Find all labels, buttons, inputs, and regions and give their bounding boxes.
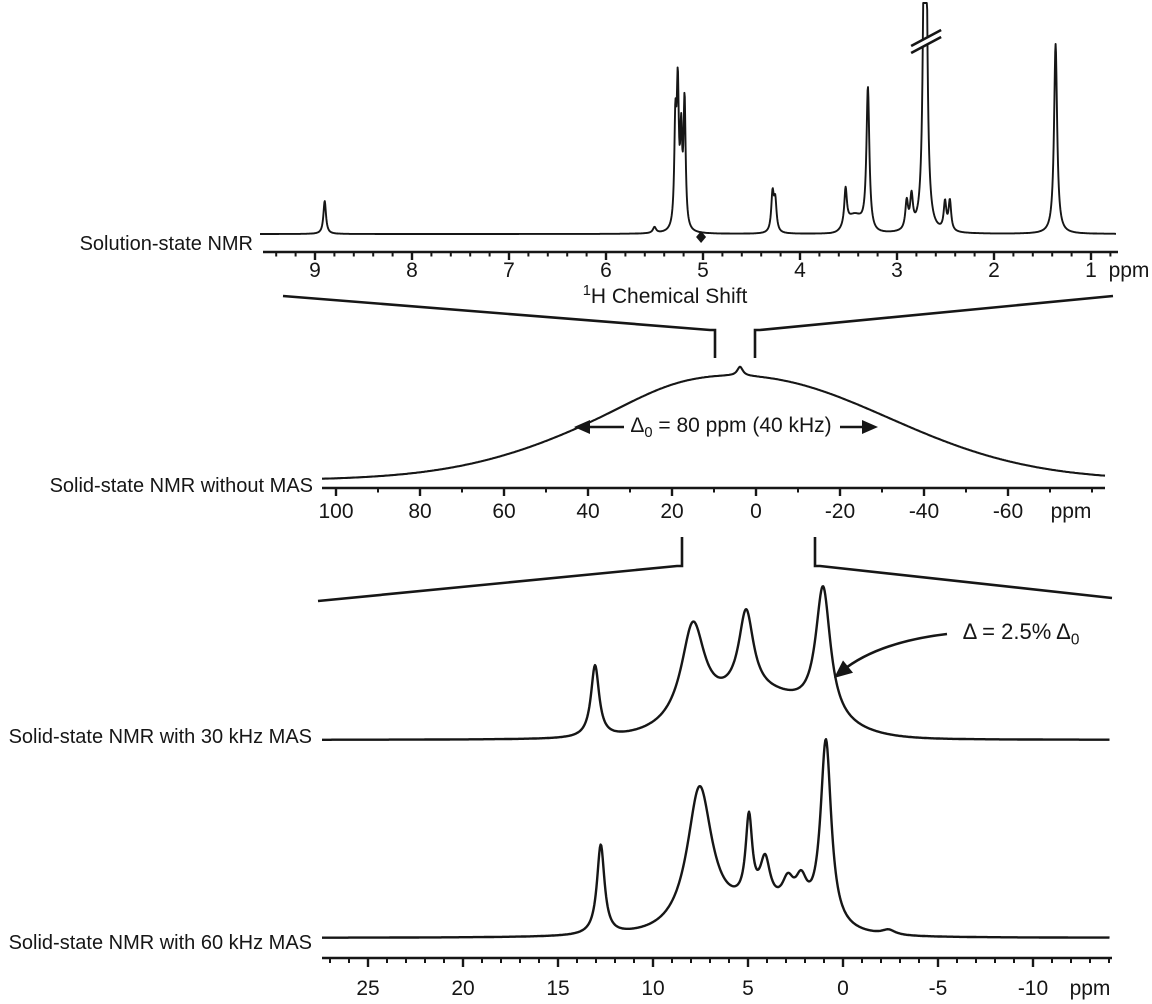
connector-right-mid [813,537,1113,600]
axis-unit-label: ppm [1051,500,1092,523]
axis-unit-label: ppm [1070,977,1111,1000]
annotation-delta0-subscript: 0 [644,425,653,442]
row-label-solid-state-30khz-mas: Solid-state NMR with 30 kHz MAS [8,726,312,748]
tick-label: 6 [600,259,612,282]
connector-left-mid [317,537,684,603]
peak-break-icon [910,35,942,55]
tick-label: 5 [697,259,709,282]
arrow-right-icon [862,420,878,434]
annotation-mas-linewidth: Δ = 2.5% Δ0 [871,619,1152,649]
annotation-delta-subscript: 0 [1070,631,1080,649]
tick-label: 25 [356,977,379,1000]
tick-label: 0 [750,500,762,523]
connector-left-top [282,294,717,358]
tick-label: 10 [641,977,664,1000]
arrow-left-icon [574,420,590,434]
annotation-static-linewidth: Δ0 = 80 ppm (40 kHz) [531,414,931,441]
tick-label: 9 [309,259,321,282]
spectrum-trace-solution [259,2,1117,235]
curved-arrow-shaft [841,632,948,673]
tick-label: 80 [408,500,431,523]
tick-label: 3 [891,259,903,282]
spectrum-trace-mas60 [321,738,1110,939]
axis-title-superscript: 1 [582,283,591,299]
tick-label: -10 [1018,977,1048,1000]
tick-label: 2 [988,259,1000,282]
spectrum-trace-static [321,365,1106,480]
curved-arrow-head-icon [834,660,853,678]
tick-label: 40 [576,500,599,523]
tick-label: 20 [660,500,683,523]
annotation-delta0-symbol: Δ [630,414,645,437]
tick-label: -40 [909,500,939,523]
peak-break-mask [911,31,942,52]
annotation-delta0-value: = 80 ppm (40 kHz) [652,414,832,437]
annotation-delta-symbol: Δ = 2.5% Δ [962,619,1071,644]
tick-label: 100 [318,500,353,523]
tick-label: -60 [993,500,1023,523]
row-label-solid-state-60khz-mas: Solid-state NMR with 60 kHz MAS [8,932,312,954]
spectrum-trace-mas30 [321,585,1110,741]
axis-title-1h-chemical-shift: 1H Chemical Shift [515,283,815,309]
row-label-solution-state-nmr: Solution-state NMR [79,233,253,255]
peak-break-icon [910,28,942,48]
tick-label: -5 [929,977,948,1000]
tick-label: 15 [546,977,569,1000]
tick-label: 1 [1085,259,1097,282]
connector-right-top [753,294,1114,358]
suppression-diamond-icon [696,231,707,243]
tick-label: 7 [503,259,515,282]
tick-label: 0 [837,977,849,1000]
row-label-solid-state-without-mas: Solid-state NMR without MAS [49,475,313,497]
axis-unit-label: ppm [1109,259,1150,282]
tick-label: 20 [451,977,474,1000]
tick-label: 60 [492,500,515,523]
tick-label: 5 [742,977,754,1000]
tick-label: 8 [406,259,418,282]
tick-label: 4 [794,259,806,282]
tick-label: -20 [825,500,855,523]
axis-title-text: H Chemical Shift [590,285,748,308]
